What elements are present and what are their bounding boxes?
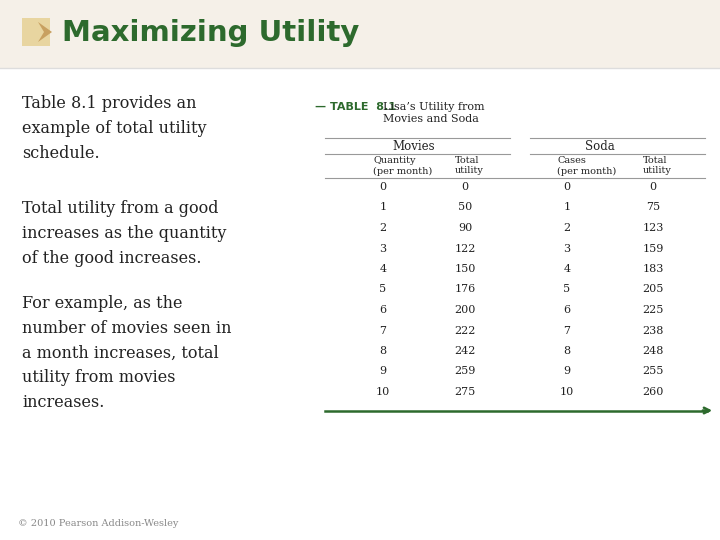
Text: 176: 176 [454,285,476,294]
Text: 1: 1 [379,202,387,213]
Text: 3: 3 [379,244,387,253]
Text: 90: 90 [458,223,472,233]
Text: 0: 0 [649,182,657,192]
Text: 9: 9 [564,367,570,376]
Text: 150: 150 [454,264,476,274]
Text: 123: 123 [642,223,664,233]
Text: Table 8.1 provides an
example of total utility
schedule.: Table 8.1 provides an example of total u… [22,95,207,161]
Text: 75: 75 [646,202,660,213]
Text: 205: 205 [642,285,664,294]
Text: 7: 7 [564,326,570,335]
Text: 260: 260 [642,387,664,397]
Text: 2: 2 [564,223,570,233]
Text: 255: 255 [642,367,664,376]
Text: 4: 4 [379,264,387,274]
Text: 2: 2 [379,223,387,233]
Text: © 2010 Pearson Addison-Wesley: © 2010 Pearson Addison-Wesley [18,519,179,528]
Polygon shape [38,22,52,42]
Text: Quantity
(per month): Quantity (per month) [373,156,432,176]
Text: 238: 238 [642,326,664,335]
Text: 1: 1 [564,202,570,213]
Text: 6: 6 [379,305,387,315]
Text: 259: 259 [454,367,476,376]
Text: 4: 4 [564,264,570,274]
Text: Movies: Movies [392,140,436,153]
Text: Soda: Soda [585,140,615,153]
Text: 5: 5 [564,285,570,294]
Text: 122: 122 [454,244,476,253]
Text: 242: 242 [454,346,476,356]
Text: 7: 7 [379,326,387,335]
Text: 6: 6 [564,305,570,315]
Text: 9: 9 [379,367,387,376]
Text: 10: 10 [376,387,390,397]
Text: 8: 8 [379,346,387,356]
FancyBboxPatch shape [0,0,720,68]
Text: — TABLE  8.1: — TABLE 8.1 [315,102,396,112]
Text: 50: 50 [458,202,472,213]
Text: 159: 159 [642,244,664,253]
Text: 275: 275 [454,387,476,397]
Text: Total
utility: Total utility [455,156,484,176]
Text: Total
utility: Total utility [643,156,672,176]
Text: For example, as the
number of movies seen in
a month increases, total
utility fr: For example, as the number of movies see… [22,295,232,411]
Text: 222: 222 [454,326,476,335]
Text: 248: 248 [642,346,664,356]
FancyBboxPatch shape [22,18,50,46]
Text: 3: 3 [564,244,570,253]
Text: 0: 0 [462,182,469,192]
Text: Total utility from a good
increases as the quantity
of the good increases.: Total utility from a good increases as t… [22,200,226,267]
Text: 10: 10 [560,387,574,397]
Text: Maximizing Utility: Maximizing Utility [62,19,359,47]
Text: 5: 5 [379,285,387,294]
Text: 0: 0 [564,182,570,192]
Text: 200: 200 [454,305,476,315]
Text: 183: 183 [642,264,664,274]
Text: Cases
(per month): Cases (per month) [557,156,616,176]
Text: 8: 8 [564,346,570,356]
Text: 225: 225 [642,305,664,315]
Text: 0: 0 [379,182,387,192]
Text: Lisa’s Utility from
Movies and Soda: Lisa’s Utility from Movies and Soda [383,102,485,124]
